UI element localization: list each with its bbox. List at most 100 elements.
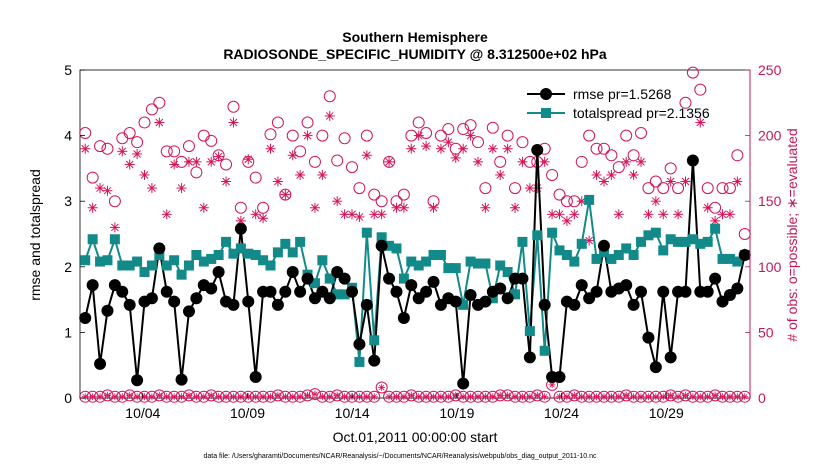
obs-evaluated-marker — [458, 143, 469, 154]
obs-evaluated-marker — [710, 215, 721, 226]
rmse-point — [294, 285, 307, 298]
obs-evaluated-marker — [124, 159, 135, 170]
obs-evaluated-marker — [280, 189, 291, 200]
obs-evaluated-marker — [406, 143, 417, 154]
rmse-point — [427, 275, 440, 288]
legend-spread-marker — [541, 108, 551, 118]
asterisk-stroke — [281, 190, 290, 199]
obs-possible-marker — [331, 154, 344, 167]
obs-possible-marker — [442, 123, 455, 136]
totalspread-point — [376, 232, 387, 243]
rmse-point — [242, 295, 255, 308]
rmse-point — [590, 285, 603, 298]
rmse-point — [405, 279, 418, 292]
asterisk-stroke — [653, 393, 659, 400]
obs-evaluated-marker — [532, 183, 543, 194]
asterisk-stroke — [333, 197, 342, 206]
obs-possible-marker — [649, 175, 662, 188]
totalspread-point — [398, 273, 409, 284]
obs-possible-marker — [383, 155, 396, 168]
obs-possible-marker — [360, 129, 373, 142]
obs-possible-marker — [664, 162, 677, 175]
obs-possible-marker — [153, 389, 166, 402]
legend-spread-label: totalspread pr=2.1356 — [573, 105, 710, 121]
rmse-point — [123, 298, 136, 311]
obs-evaluated-marker — [228, 117, 239, 128]
rmse-point — [420, 285, 433, 298]
obs-evaluated-low-marker — [711, 391, 719, 399]
obs-evaluated-low-marker — [652, 393, 660, 401]
obs-possible-marker — [145, 103, 158, 116]
totalspread-point — [287, 247, 298, 258]
asterisk-stroke — [334, 392, 340, 399]
totalspread-point — [406, 256, 417, 267]
obs-possible-marker — [190, 166, 203, 179]
obs-evaluated-low-marker — [178, 393, 186, 401]
asterisk-stroke — [126, 392, 133, 399]
obs-evaluated-marker — [517, 156, 528, 167]
obs-evaluated-marker — [250, 209, 261, 220]
obs-evaluated-marker — [213, 151, 224, 162]
obs-possible-marker — [531, 389, 544, 402]
totalspread-point — [317, 255, 328, 266]
data-file-footnote: data file: /Users/gharamti/Documents/NCA… — [203, 453, 597, 460]
rmse-point — [390, 285, 403, 298]
obs-possible-marker — [471, 136, 484, 149]
asterisk-stroke — [666, 177, 675, 186]
y-left-tick-label: 0 — [64, 390, 72, 406]
rmse-point — [182, 305, 195, 318]
asterisk-stroke — [267, 393, 274, 400]
totalspread-point — [539, 345, 550, 356]
totalspread-point — [154, 249, 165, 260]
x-axis-label: Oct.01,2011 00:00:00 start — [333, 429, 498, 445]
obs-possible-marker — [338, 132, 351, 145]
totalspread-point — [421, 256, 432, 267]
asterisk-stroke — [690, 393, 696, 400]
totalspread-point — [495, 260, 506, 271]
obs-possible-marker — [353, 182, 366, 195]
totalspread-point — [339, 289, 350, 300]
obs-possible-marker — [397, 188, 410, 201]
asterisk-stroke — [475, 393, 481, 400]
obs-evaluated-marker — [606, 169, 617, 180]
asterisk-stroke — [496, 171, 505, 179]
obs-evaluated-marker — [287, 150, 298, 161]
asterisk-stroke — [192, 157, 201, 166]
asterisk-stroke — [325, 112, 334, 120]
obs-evaluated-low-marker — [674, 393, 682, 401]
asterisk-stroke — [407, 144, 416, 153]
rmse-point — [464, 289, 477, 302]
asterisk-stroke — [408, 392, 415, 399]
x-tick-label: 10/14 — [335, 405, 370, 421]
obs-evaluated-low-marker — [289, 393, 297, 401]
series-markers — [79, 144, 751, 390]
asterisk-stroke — [201, 393, 207, 400]
totalspread-point — [95, 256, 106, 267]
obs-evaluated-low-marker — [600, 393, 608, 401]
totalspread-point — [732, 256, 743, 267]
obs-possible-marker — [494, 155, 507, 168]
asterisk-stroke — [429, 203, 438, 212]
asterisk-stroke — [600, 177, 608, 186]
obs-evaluated-low-marker — [133, 393, 141, 401]
rmse-point — [627, 298, 640, 311]
obs-evaluated-marker — [376, 209, 387, 220]
asterisk-stroke — [274, 177, 282, 186]
obs-evaluated-marker — [339, 209, 350, 220]
asterisk-stroke — [555, 210, 564, 219]
asterisk-stroke — [364, 393, 370, 400]
obs-evaluated-low-marker — [207, 391, 215, 399]
asterisk-stroke — [697, 393, 704, 400]
asterisk-stroke — [208, 392, 214, 399]
rmse-point — [116, 285, 129, 298]
asterisk-stroke — [466, 131, 475, 140]
obs-possible-marker — [412, 116, 425, 129]
obs-evaluated-marker — [495, 169, 506, 180]
obs-evaluated-marker — [169, 159, 180, 170]
obs-evaluated-marker — [650, 196, 661, 207]
obs-evaluated-low-marker — [511, 393, 519, 401]
rmse-point — [234, 222, 247, 235]
obs-evaluated-low-marker — [726, 393, 734, 401]
obs-evaluated-low-marker — [563, 393, 571, 401]
obs-evaluated-marker — [347, 209, 358, 220]
